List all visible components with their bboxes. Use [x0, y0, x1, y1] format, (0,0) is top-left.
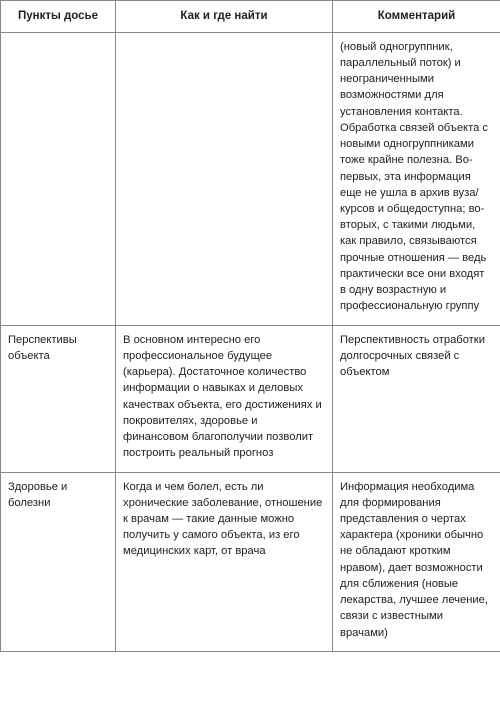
table-row: Здоровье и болезни Когда и чем болел, ес…	[1, 472, 500, 651]
cell-r1-c1: В основном интересно его профессионально…	[116, 325, 333, 472]
col-header-2: Как и где найти	[116, 1, 333, 33]
table-row: Перспективы объекта В основном интересно…	[1, 325, 500, 472]
table-header-row: Пункты досье Как и где найти Комментарий	[1, 1, 500, 33]
cell-r1-c0: Перспективы объекта	[1, 325, 116, 472]
table-row: (новый одногруппник, параллельный поток)…	[1, 32, 500, 325]
dossier-table: Пункты досье Как и где найти Комментарий…	[0, 0, 500, 652]
cell-r0-c1	[116, 32, 333, 325]
cell-r2-c2: Информация необходима для формирования п…	[333, 472, 500, 651]
cell-r1-c2: Перспективность отработки долгосрочных с…	[333, 325, 500, 472]
col-header-1: Пункты досье	[1, 1, 116, 33]
cell-r0-c2: (новый одногруппник, параллельный поток)…	[333, 32, 500, 325]
col-header-3: Комментарий	[333, 1, 500, 33]
cell-r0-c0	[1, 32, 116, 325]
cell-r2-c0: Здоровье и болезни	[1, 472, 116, 651]
cell-r2-c1: Когда и чем болел, есть ли хронические з…	[116, 472, 333, 651]
